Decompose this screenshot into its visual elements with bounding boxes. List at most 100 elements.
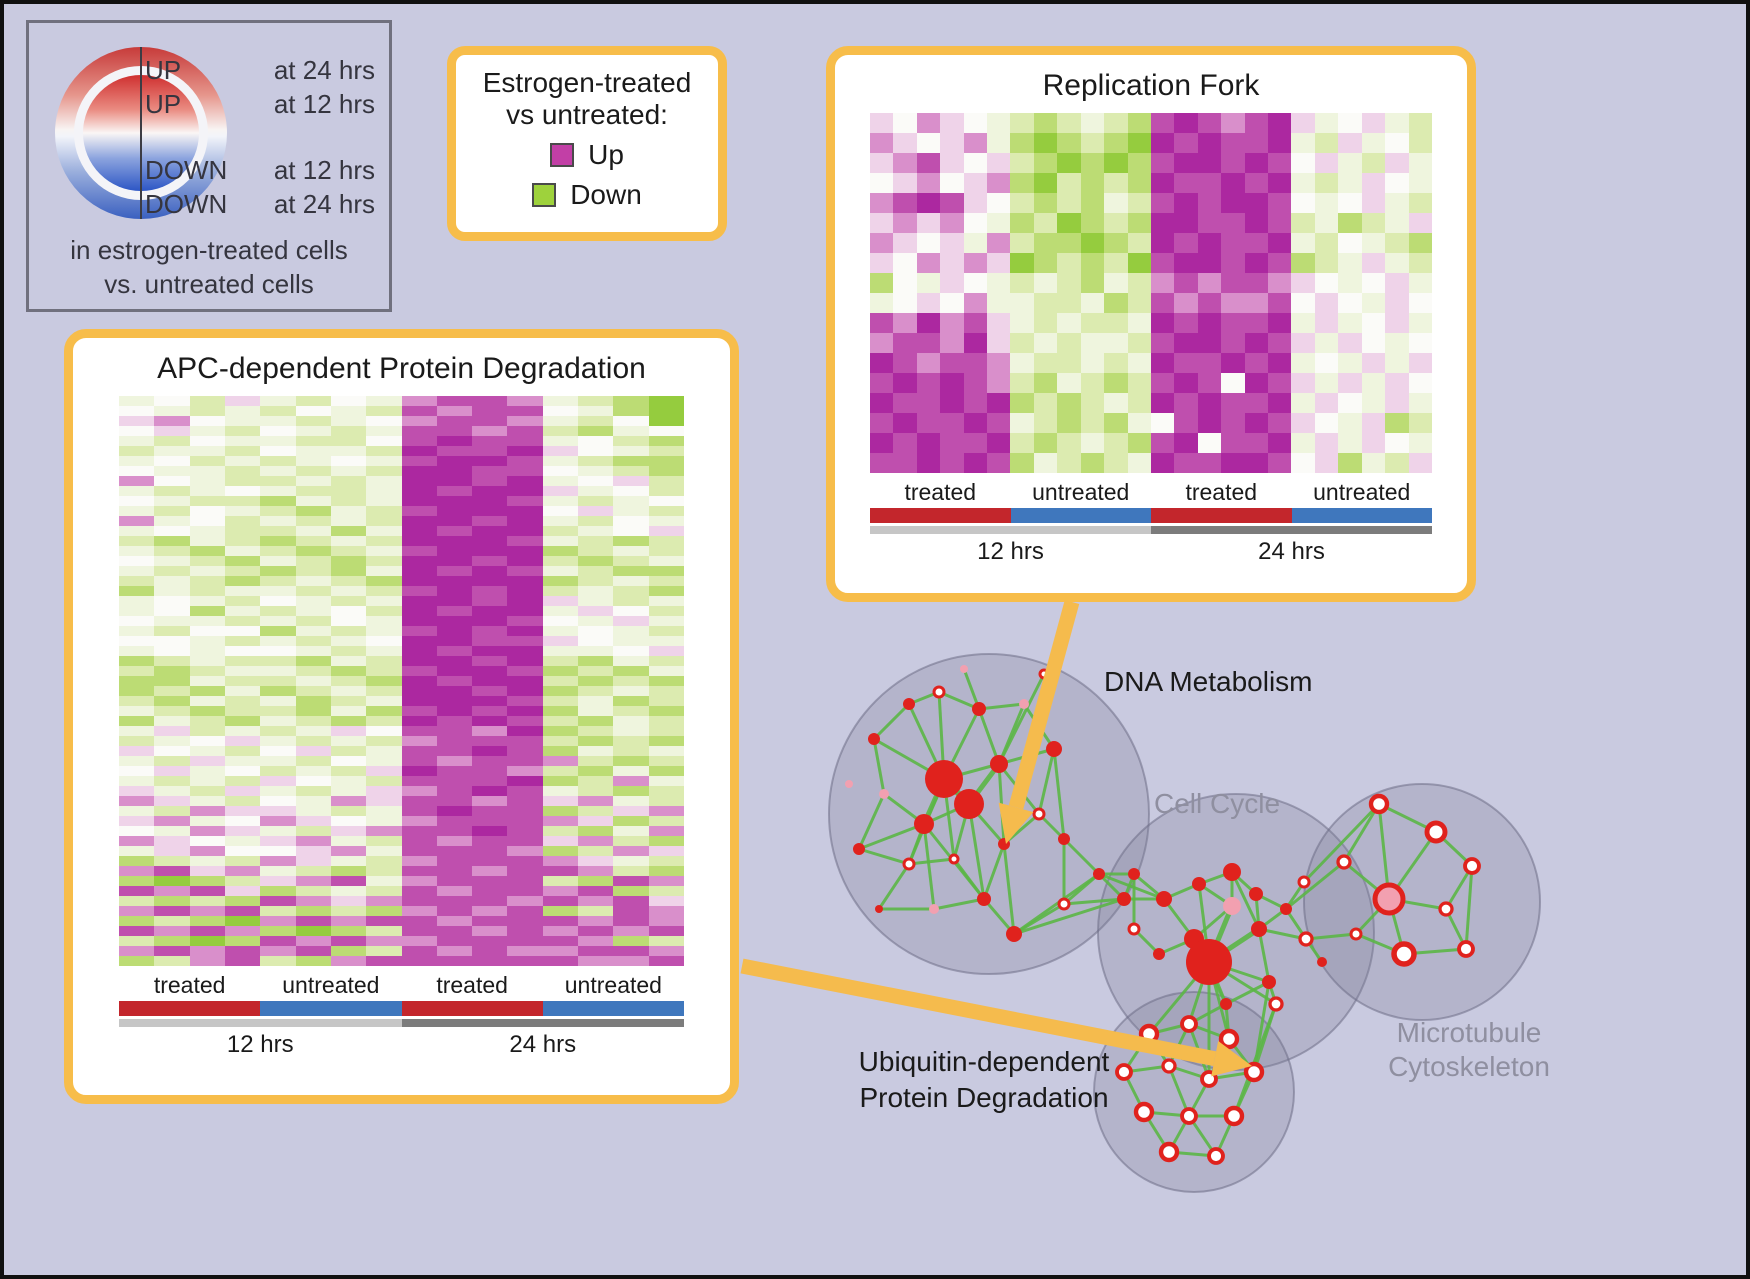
heatmap-cell <box>330 456 367 466</box>
heatmap-cell <box>1291 273 1315 293</box>
heatmap-cell <box>507 546 543 556</box>
heatmap-cell <box>1010 153 1034 173</box>
heatmap-cell <box>401 886 437 896</box>
heatmap-cell <box>1244 233 1269 253</box>
heatmap-cell <box>119 566 155 576</box>
heatmap-cell <box>295 596 331 606</box>
condition-color-bar <box>119 1001 684 1016</box>
heatmap-cell <box>1104 333 1128 353</box>
heatmap-cell <box>189 626 225 636</box>
network-edge <box>1252 981 1271 1073</box>
condition-label: treated <box>904 479 977 505</box>
heatmap-cell <box>366 406 402 416</box>
heatmap-cell <box>436 626 473 636</box>
heatmap-cell <box>472 736 508 746</box>
heatmap-cell <box>1104 453 1128 473</box>
heatmap-cell <box>1057 273 1081 293</box>
network-node <box>853 843 865 855</box>
heatmap-cell <box>295 546 331 556</box>
heatmap-cell <box>472 916 508 926</box>
heatmap-cell <box>507 806 543 816</box>
heatmap-cell <box>1150 173 1175 193</box>
heatmap-cell <box>260 956 296 966</box>
heatmap-cell <box>189 476 225 486</box>
heatmap-cell <box>154 576 190 586</box>
heatmap-cell <box>1057 213 1081 233</box>
heatmap-cell <box>436 816 473 826</box>
heatmap-cell <box>1338 273 1362 293</box>
panel-title: Replication Fork <box>1042 69 1260 102</box>
network-edge <box>977 708 1001 765</box>
heatmap-cell <box>1104 253 1128 273</box>
network-edge <box>1063 897 1125 906</box>
heatmap-cell <box>1033 213 1058 233</box>
heatmap-cell <box>1408 193 1432 213</box>
heatmap-cell <box>1010 233 1034 253</box>
heatmap-cell <box>295 516 331 526</box>
heatmap-cell <box>893 313 917 333</box>
heatmap-cell <box>1033 373 1058 393</box>
heatmap-cell <box>1385 213 1409 233</box>
heatmap-cell <box>366 886 402 896</box>
network-edge <box>1304 938 1324 963</box>
heatmap-cell <box>1244 253 1269 273</box>
heatmap-cell <box>260 616 296 626</box>
cluster-label-cell-cycle: Cell Cycle <box>1154 788 1281 819</box>
heatmap-cell <box>330 436 367 446</box>
heatmap-cell <box>578 436 614 446</box>
heatmap-cell <box>224 696 261 706</box>
heatmap-cell <box>507 436 543 446</box>
heatmap-cell <box>472 786 508 796</box>
heatmap-cell <box>648 406 684 416</box>
heatmap-cell <box>648 556 684 566</box>
heatmap-cell <box>542 456 579 466</box>
heatmap-cell <box>260 586 296 596</box>
heatmap-cell <box>1057 253 1081 273</box>
heatmap-cell <box>870 433 894 453</box>
network-edge <box>1387 898 1406 955</box>
heatmap-cell <box>893 193 917 213</box>
heatmap-cell <box>507 746 543 756</box>
heatmap-cell <box>119 716 155 726</box>
heatmap-cell <box>1338 353 1362 373</box>
network-node <box>1298 931 1314 947</box>
heatmap-cell <box>189 826 225 836</box>
heatmap-cell <box>507 956 543 966</box>
heatmap-cell <box>648 686 684 696</box>
heatmap-cell <box>260 786 296 796</box>
heatmap-cell <box>1174 113 1198 133</box>
heatmap-cell <box>1197 433 1222 453</box>
heatmap-cell <box>366 616 402 626</box>
network-edge <box>1168 1150 1217 1158</box>
network-edge <box>1132 927 1161 956</box>
heatmap-cell <box>1268 173 1292 193</box>
heatmap-cell <box>1033 433 1058 453</box>
network-edge <box>1062 837 1101 876</box>
heatmap-cell <box>578 516 614 526</box>
heatmap-cell <box>401 426 437 436</box>
network-edge <box>982 898 1016 935</box>
heatmap-cell <box>613 746 649 756</box>
heatmap-cell <box>1268 233 1292 253</box>
condition-labels: treated untreated treated untreated <box>870 479 1432 506</box>
heatmap-cell <box>963 433 988 453</box>
network-node <box>1424 820 1448 844</box>
heatmap-cell <box>401 396 437 406</box>
heatmap-cell <box>330 726 367 736</box>
heatmap-cell <box>330 476 367 486</box>
heatmap-cell <box>1221 193 1245 213</box>
heatmap-cell <box>260 596 296 606</box>
heatmap-cell <box>1127 193 1151 213</box>
heatmap-cell <box>154 936 190 946</box>
heatmap-cell <box>330 856 367 866</box>
cluster-label-line: Microtubule <box>1396 1017 1542 1048</box>
heatmap-cell <box>401 636 437 646</box>
heatmap-cell <box>366 816 402 826</box>
heatmap-cell <box>295 936 331 946</box>
heatmap-cell <box>1221 333 1245 353</box>
heatmap-cell <box>613 566 649 576</box>
heatmap-cell <box>578 756 614 766</box>
heatmap-cell <box>1080 113 1105 133</box>
network-node <box>1223 863 1241 881</box>
heatmap-cell <box>224 706 261 716</box>
